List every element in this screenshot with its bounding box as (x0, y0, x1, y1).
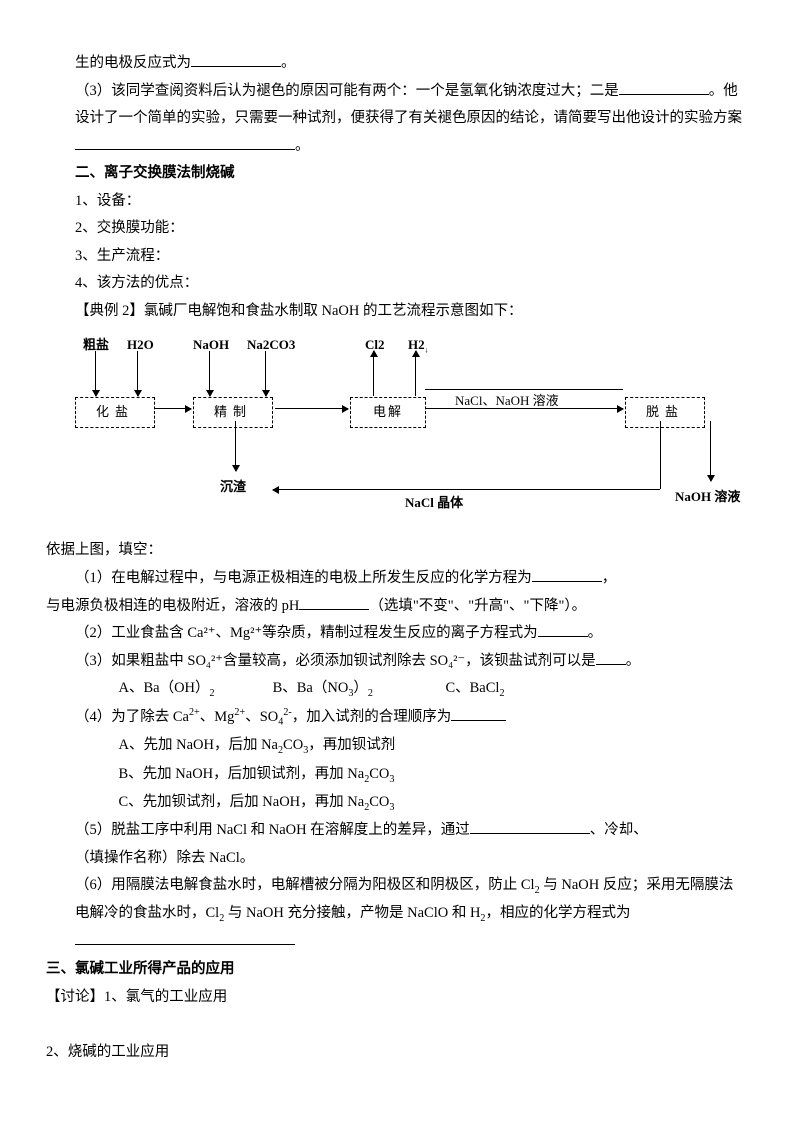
s2-item: 2、交换膜功能： (75, 215, 745, 243)
process-flowchart: 粗盐 H2O NaOH Na2CO3 Cl2 H2↓ 化盐 精制 电解 脱盐 N… (75, 333, 745, 533)
fc-label: NaCl、NaOH 溶液 (455, 389, 559, 414)
section-3-title: 三、氯碱工业所得产品的应用 (46, 956, 745, 984)
q1c: 与电源负极相连的电极附近，溶液的 pH（选填"不变"、"升高"、"下降"）。 (46, 593, 745, 621)
fc-box: 化盐 (75, 397, 155, 428)
s2-item: 4、该方法的优点： (75, 270, 745, 298)
fc-label: 沉渣 (220, 475, 246, 500)
q4b: B、先加 NaOH，后加钡试剂，再加 Na2CO3 (75, 761, 745, 789)
para-3: （3）该同学查阅资料后认为褪色的原因可能有两个：一个是氢氧化钠浓度过大；二是。他… (75, 78, 745, 161)
s2-item: 1、设备： (75, 188, 745, 216)
q1: （1）在电解过程中，与电源正极相连的电极上所发生反应的化学方程为， (75, 565, 745, 593)
fc-label: NaOH (193, 333, 229, 358)
q6: （6）用隔膜法电解食盐水时，电解槽被分隔为阳极区和阴极区，防止 Cl2 与 Na… (75, 872, 745, 956)
fc-label: Na2CO3 (247, 333, 295, 358)
fc-box: 脱盐 (625, 397, 705, 428)
q5: （5）脱盐工序中利用 NaCl 和 NaOH 在溶解度上的差异，通过、冷却、 (75, 817, 745, 845)
s2-item: 3、生产流程： (75, 243, 745, 271)
q3: （3）如果粗盐中 SO₄²⁺含量较高，必须添加钡试剂除去 SO₄²⁻，该钡盐试剂… (75, 648, 745, 676)
fc-label: NaOH 溶液 (675, 485, 740, 510)
section-2-title: 二、离子交换膜法制烧碱 (75, 160, 745, 188)
fc-label: H2O (127, 333, 154, 358)
q3-opts: A、Ba（OH）2 B、Ba（NO3）2 C、BaCl2 (75, 675, 745, 703)
example-2: 【典例 2】氯碱厂电解饱和食盐水制取 NaOH 的工艺流程示意图如下： (75, 298, 745, 326)
fc-box: 精制 (193, 397, 273, 428)
q5c: （填操作名称）除去 NaCl。 (75, 845, 745, 873)
q2: （2）工业食盐含 Ca²⁺、Mg²⁺等杂质，精制过程发生反应的离子方程式为。 (75, 620, 745, 648)
discussion-2: 2、烧碱的工业应用 (46, 1039, 745, 1067)
discussion-1: 【讨论】1、氯气的工业应用 (46, 984, 745, 1012)
yiju: 依据上图，填空： (46, 537, 745, 565)
fc-label: 粗盐 (83, 333, 109, 358)
fc-box: 电解 (350, 397, 426, 428)
line-electrode: 生的电极反应式为。 (75, 50, 745, 78)
q4: （4）为了除去 Ca2+、Mg2+、SO42-，加入试剂的合理顺序为 (75, 703, 745, 732)
q4c: C、先加钡试剂，后加 NaOH，再加 Na2CO3 (75, 789, 745, 817)
q4a: A、先加 NaOH，后加 Na2CO3，再加钡试剂 (75, 732, 745, 760)
fc-label: NaCl 晶体 (405, 491, 463, 516)
body-text: 生的电极反应式为。 （3）该同学查阅资料后认为褪色的原因可能有两个：一个是氢氧化… (75, 50, 745, 1066)
